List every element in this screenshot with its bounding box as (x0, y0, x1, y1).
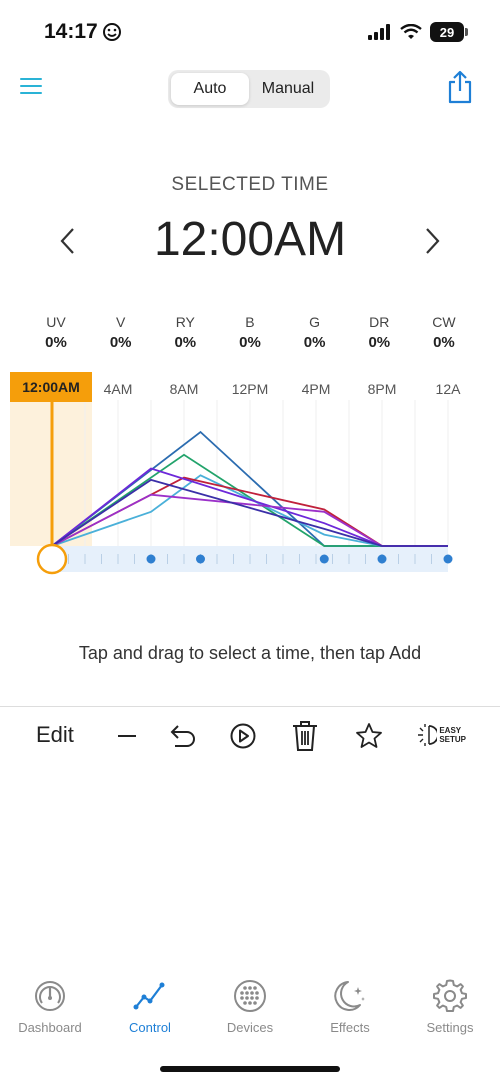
smiley-icon (102, 23, 121, 41)
favorite-button[interactable] (354, 720, 384, 752)
undo-button[interactable] (168, 720, 198, 752)
selected-time-value: 12:00AM (153, 213, 347, 266)
edit-button[interactable]: Edit (36, 722, 74, 747)
settings-icon (433, 979, 467, 1012)
series-line (51, 478, 448, 547)
keyframe-point[interactable] (443, 554, 453, 564)
divider (0, 706, 500, 707)
channel-name: B (245, 314, 255, 330)
home-indicator (160, 1066, 340, 1072)
play-circle-icon (230, 723, 256, 749)
menu-button[interactable] (20, 78, 42, 98)
schedule-chart[interactable]: 4AM 8AM 12PM 4PM 8PM 12A (0, 370, 500, 590)
wifi-icon (400, 24, 422, 39)
battery-indicator: 29 (430, 22, 468, 42)
previous-time-button[interactable] (56, 226, 80, 256)
channel-dr: DR 0% (347, 314, 411, 351)
devices-icon (234, 980, 266, 1012)
clock-text: 14:17 (44, 20, 98, 43)
channel-name: V (115, 314, 126, 330)
share-icon (448, 70, 472, 104)
effects-icon (334, 981, 365, 1011)
control-icon (133, 982, 165, 1010)
star-icon (356, 723, 382, 748)
tab-effects[interactable]: Effects (300, 978, 400, 1035)
channel-value: 0% (303, 334, 326, 351)
tab-label: Settings (426, 1020, 474, 1035)
x-tick-label: 8PM (368, 381, 397, 397)
channel-cw: CW 0% (412, 314, 476, 351)
keyframe-point[interactable] (377, 554, 387, 564)
x-tick-label: 8AM (170, 381, 199, 397)
trash-icon (293, 721, 317, 751)
channel-value: 0% (109, 334, 132, 351)
tab-label: Effects (330, 1020, 370, 1035)
channel-uv: UV 0% (24, 314, 88, 351)
channel-name: CW (432, 314, 456, 330)
undo-icon (170, 725, 195, 747)
share-button[interactable] (446, 70, 474, 104)
selected-time-badge: 12:00AM (10, 372, 92, 402)
status-icons: 29 (368, 22, 468, 42)
signal-icon (368, 24, 390, 40)
tab-control[interactable]: Control (100, 978, 200, 1035)
channel-name: DR (369, 314, 390, 330)
keyframe-point[interactable] (319, 554, 329, 564)
channel-value: 0% (174, 334, 197, 351)
channel-ry: RY 0% (153, 314, 217, 351)
mode-switch: Auto Manual (168, 70, 330, 108)
channel-g: G 0% (283, 314, 347, 351)
keyframe-point[interactable] (146, 554, 156, 564)
light-bulb-icon (418, 724, 438, 746)
easy-setup-button[interactable]: EASY SETUP (417, 722, 466, 748)
channel-values: UV 0% V 0% RY 0% B 0% G 0% DR 0% CW 0% (24, 314, 476, 351)
channel-value: 0% (45, 334, 67, 351)
keyframe-point[interactable] (196, 554, 205, 564)
channel-name: UV (46, 314, 66, 330)
next-time-button[interactable] (420, 226, 444, 256)
channel-b: B 0% (218, 314, 282, 351)
time-cursor-handle[interactable] (36, 543, 68, 575)
tab-label: Control (129, 1020, 171, 1035)
chevron-left-icon (60, 228, 74, 254)
channel-v: V 0% (89, 314, 153, 351)
edit-toolbar: Edit EASY S (0, 716, 500, 756)
channel-name: G (309, 314, 321, 330)
tab-dashboard[interactable]: Dashboard (0, 978, 100, 1035)
selected-time-label: SELECTED TIME (171, 174, 329, 195)
x-tick-label: 12PM (232, 381, 269, 397)
status-bar-time: 14:17 (44, 20, 122, 44)
schedule-chart-svg[interactable]: 4AM 8AM 12PM 4PM 8PM 12A (0, 370, 500, 590)
dashboard-icon (35, 981, 65, 1011)
chevron-right-icon (426, 228, 440, 254)
easy-setup-label: EASY SETUP (439, 726, 466, 744)
tab-settings[interactable]: Settings (400, 978, 500, 1035)
channel-name: RY (175, 314, 195, 330)
battery-level: 29 (439, 24, 455, 40)
channel-value: 0% (368, 334, 391, 351)
channel-value: 0% (239, 334, 261, 351)
mode-auto-button[interactable]: Auto (171, 73, 249, 105)
x-tick-label: 12A (436, 381, 462, 397)
mode-manual-button[interactable]: Manual (261, 80, 315, 97)
bottom-tab-bar: Dashboard Control Devices (0, 978, 500, 1035)
menu-icon (20, 78, 42, 80)
tab-label: Dashboard (18, 1020, 82, 1035)
tab-devices[interactable]: Devices (200, 978, 300, 1035)
channel-value: 0% (433, 334, 455, 351)
x-tick-label: 4PM (302, 381, 331, 397)
remove-button[interactable] (112, 720, 142, 752)
preview-button[interactable] (228, 720, 258, 752)
delete-button[interactable] (290, 720, 320, 752)
tab-label: Devices (226, 1020, 274, 1035)
minus-icon (118, 735, 136, 737)
x-tick-label: 4AM (104, 381, 133, 397)
instruction-text: Tap and drag to select a time, then tap … (78, 643, 422, 663)
